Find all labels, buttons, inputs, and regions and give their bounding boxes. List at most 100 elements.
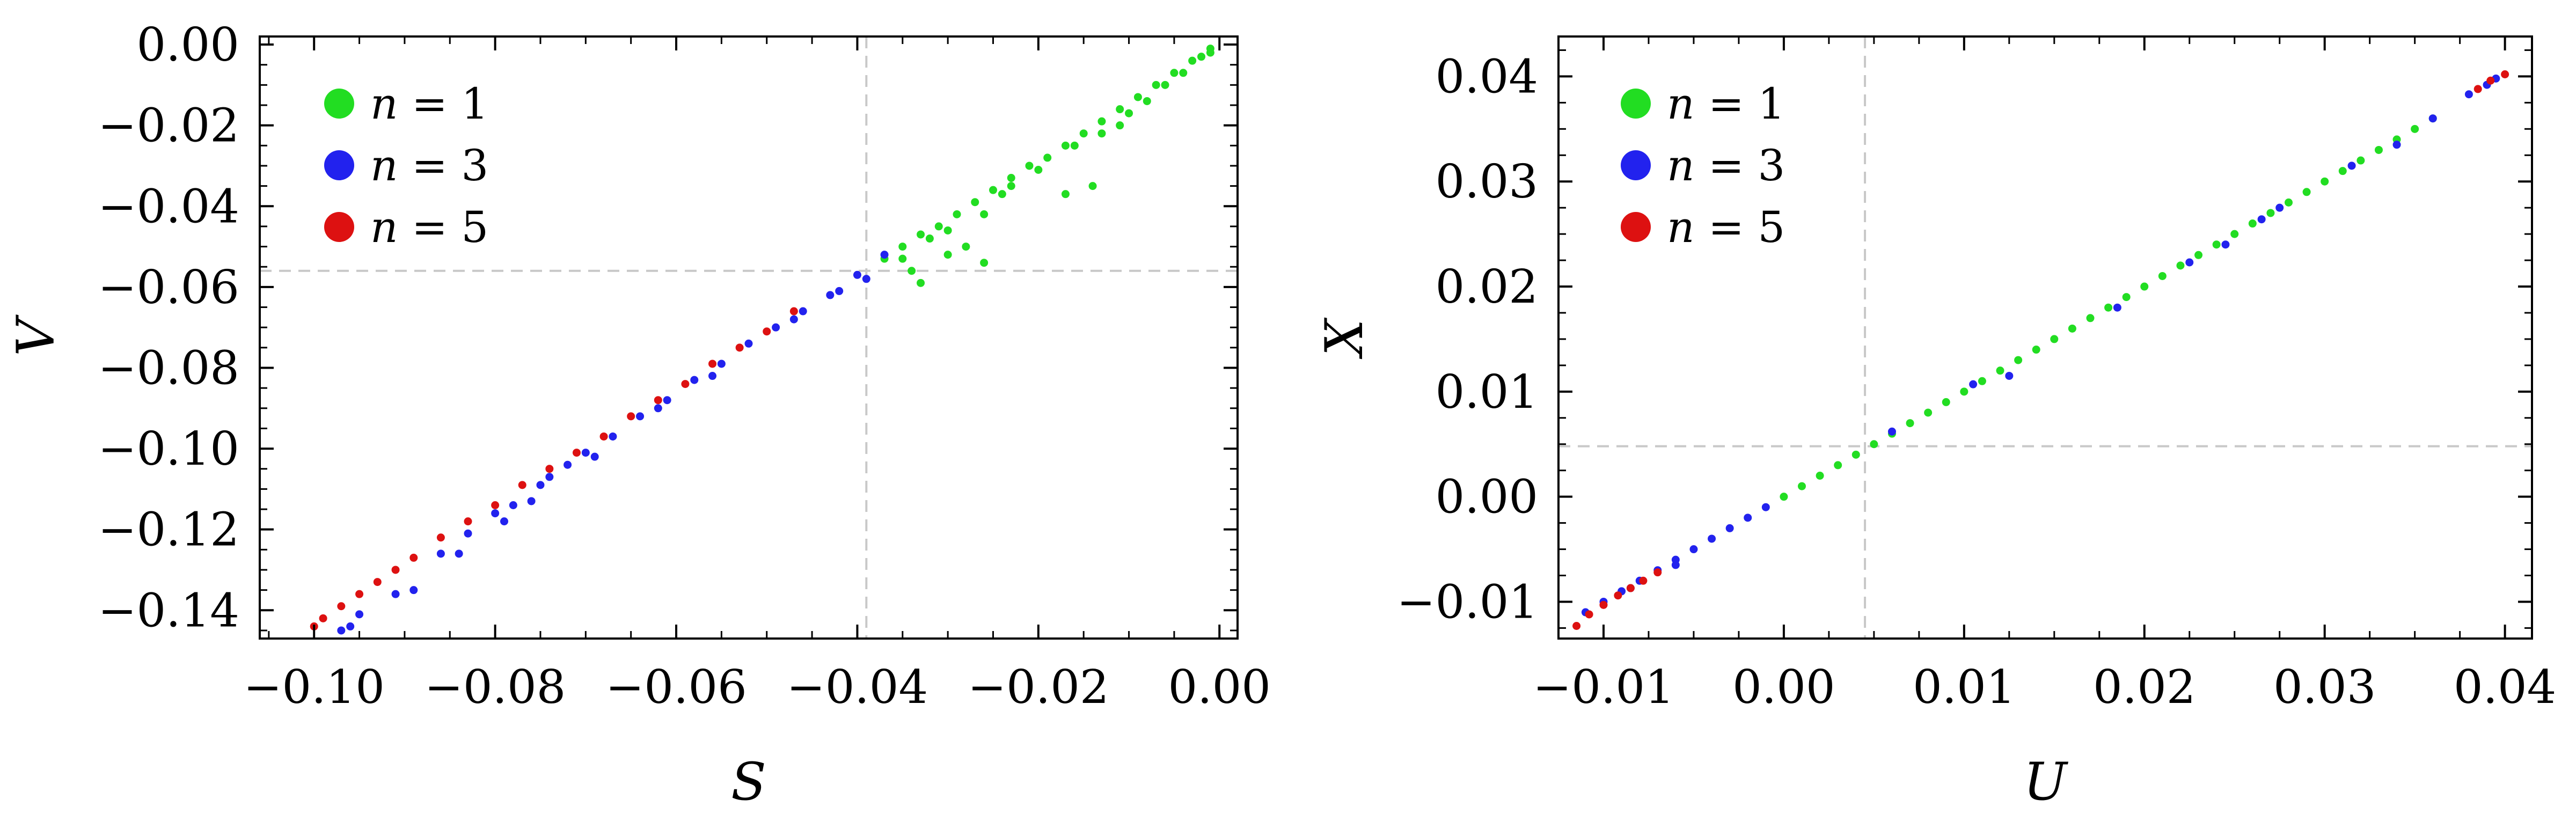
data-point [1116,121,1124,130]
y-tick-label: −0.06 [98,261,239,314]
data-point [2257,215,2266,224]
data-point [799,307,807,316]
data-point [2338,167,2347,175]
data-point [2473,85,2482,93]
data-point [1097,117,1106,126]
data-point [491,501,500,510]
data-point [527,497,536,505]
data-point [1043,153,1052,162]
data-point [590,452,599,461]
data-point [2411,124,2419,133]
data-point [1725,524,1734,532]
data-point [319,614,327,622]
x-tick-label: 0.04 [2454,661,2556,714]
data-point [772,323,780,332]
data-point [2122,293,2131,302]
data-point [1870,440,1878,449]
legend-marker [1621,89,1651,119]
data-point [1125,109,1133,118]
data-point [409,586,418,595]
data-point [862,275,870,283]
x-tick-label: 0.02 [2093,661,2196,714]
x-tick-label: −0.06 [605,661,747,714]
data-point [1780,493,1788,501]
data-point [735,343,744,352]
data-point [980,259,989,267]
data-point [2428,114,2437,123]
data-point [2185,258,2194,267]
data-point [2068,324,2076,333]
legend-label: n = 1 [1667,79,1785,129]
data-point [925,234,934,243]
data-point [1744,514,1752,522]
data-point [1170,69,1179,77]
data-point [545,465,554,473]
data-point [2005,371,2014,380]
data-point [2113,303,2121,312]
legend: n = 1 n = 3 n = 5 [324,79,488,252]
data-point [1708,534,1716,543]
data-point [1179,69,1188,77]
y-tick-label: −0.01 [1396,575,1538,629]
data-point [2050,335,2059,343]
y-tick-label: 0.00 [1436,471,1538,524]
y-axis-title: X [1314,317,1374,360]
legend-marker [1621,150,1651,180]
data-point [1816,471,1824,480]
data-point [518,481,526,489]
data-point [2086,314,2095,322]
data-point [346,622,355,630]
data-point [1007,182,1015,190]
data-point [917,278,925,287]
legend-marker [324,150,354,180]
data-point [2194,251,2203,259]
data-point [898,243,907,251]
data-point [2302,188,2311,196]
legend-label: n = 5 [1667,202,1785,252]
data-point [1653,568,1662,577]
data-point [1572,622,1581,630]
x-tick-label: −0.02 [968,661,1109,714]
y-tick-label: 0.02 [1436,260,1538,314]
data-point [908,267,916,275]
data-point [2140,282,2149,291]
data-point [1798,482,1806,490]
data-point [1152,80,1160,89]
data-point [572,449,581,457]
data-point [355,590,364,598]
data-point [1614,591,1622,600]
legend-label: n = 5 [370,202,488,252]
data-point [599,432,608,441]
x-tick-label: −0.08 [425,661,566,714]
data-point [980,210,989,218]
data-point [1960,387,1968,396]
data-point [455,549,463,558]
data-point [509,501,517,510]
y-tick-label: 0.03 [1436,155,1538,209]
data-point [789,315,798,324]
data-point [1942,398,1950,406]
chart-panel-2: −0.01 0.00 0.01 0.02 0.03 0.04 0.04 0.03 0.02 0.0… [1314,35,2556,812]
legend-label: n = 1 [370,79,488,129]
data-point [681,380,690,388]
data-point [2321,177,2329,186]
data-point [2347,162,2356,170]
data-point [1034,165,1043,174]
data-point [536,481,545,489]
x-tick-label: −0.10 [243,661,385,714]
data-point [1097,129,1106,138]
data-point [943,226,952,234]
data-point [1585,610,1593,619]
data-point [1887,427,1896,436]
series-3 [310,307,798,630]
data-point [2230,230,2239,238]
data-point [355,610,364,619]
data-point [1996,366,2004,375]
legend-label: n = 3 [370,141,488,190]
x-tick-label: 0.00 [1732,661,1835,714]
data-point [2248,219,2257,228]
y-tick-label: 0.01 [1436,365,1538,419]
data-point [962,243,970,251]
data-point [2176,261,2185,270]
data-point [917,230,925,239]
